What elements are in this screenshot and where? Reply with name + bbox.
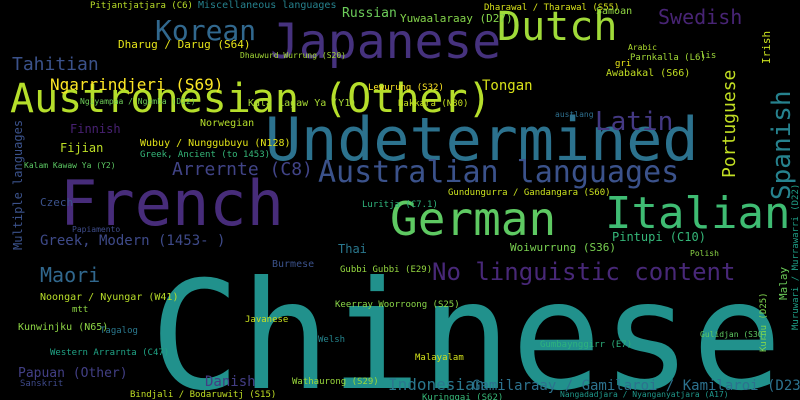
word: Italian: [605, 188, 790, 239]
word: Chinese: [150, 250, 782, 400]
word: German: [390, 192, 556, 246]
word: Ngarrindjeri (S69): [50, 75, 223, 94]
word: Yuwaalaraay (D27): [400, 12, 513, 25]
word: Spanish: [767, 90, 797, 200]
word: Russian: [342, 6, 397, 21]
word: Dharawal / Tharawal (S55): [484, 3, 619, 13]
word: Wathaurong (S29): [292, 377, 379, 387]
word: Dharug / Darug (S64): [118, 38, 250, 51]
word: Undetermined: [265, 105, 698, 175]
word: Lewurung (S32): [368, 83, 444, 93]
word: Kalam Kawaw Ya (Y2): [24, 161, 116, 170]
word: Keerray Woorroong (S25): [335, 300, 460, 310]
word: Wubuy / Nunggubuyu (N128): [140, 138, 291, 149]
word: Pitjantjatjara (C6): [90, 1, 193, 11]
word: Multiple languages: [11, 120, 25, 250]
word: Burmese: [272, 259, 314, 270]
word: Portuguese: [719, 70, 740, 178]
word: Arabic: [628, 43, 657, 52]
word: Bindjali / Bodaruwitj (S15): [130, 390, 276, 400]
word: Kunwinjku (N65): [18, 322, 108, 333]
word: Muruwari / Murrawarri (D22): [791, 184, 800, 330]
word: Greek, Modern (1453- ): [40, 233, 225, 249]
word: Polish: [690, 249, 719, 258]
word: Swedish: [658, 5, 742, 29]
word: Malay: [777, 267, 790, 300]
word: Tagalog: [100, 326, 138, 336]
word: Tongan: [482, 78, 533, 94]
word: Kurnu (D25): [759, 292, 769, 352]
word: Sanskrit: [20, 379, 63, 389]
word: Greek, Ancient (to 1453): [140, 150, 270, 160]
word: Norwegian: [200, 118, 254, 129]
word: Gubbi Gubbi (E29): [340, 265, 432, 275]
word: Awabakal (S66): [606, 68, 690, 79]
word: Dhauwurd Wurrung (S20): [240, 51, 346, 60]
word: lis: [700, 51, 716, 61]
word: Arrernte (C8): [172, 159, 313, 180]
word: Noongar / Nyungar (W41): [40, 292, 178, 303]
word: Luritja (C7.1): [362, 200, 438, 210]
word: Woiwurrung (S36): [510, 241, 616, 254]
word: Papiamento: [72, 225, 120, 234]
word: Finnish: [70, 122, 121, 136]
word: Gamilaraay / Gamilaroi / Kamilaroi (D23): [472, 378, 800, 394]
word: Irish: [760, 31, 773, 64]
word: Thai: [338, 242, 367, 256]
word: Latin: [595, 107, 673, 137]
word: Maori: [40, 263, 100, 287]
word: Pintupi (C10): [612, 230, 706, 244]
word: Tahitian: [12, 54, 99, 75]
word: Samoan: [596, 6, 632, 17]
word: Fijian: [60, 141, 103, 155]
word: Gulidjan (S30): [700, 330, 767, 339]
word: Ngiyampaa / Ngemba (D22): [80, 97, 196, 106]
word: No linguistic content: [432, 258, 735, 286]
word: Gumbaynggirr (E7): [540, 340, 632, 350]
word: Czech: [40, 196, 73, 209]
word: Indonesian: [388, 375, 484, 394]
word: Dutch: [497, 4, 617, 50]
word: Austronesian (Other): [10, 76, 492, 122]
word: mtt: [72, 305, 88, 315]
word: Miscellaneous languages: [198, 0, 336, 11]
word: Japanese: [270, 14, 501, 70]
word: Gundungurra / Gandangara (S60): [448, 188, 611, 198]
word: Parnkalla (L6): [630, 53, 706, 63]
word: Welsh: [318, 335, 345, 345]
word: Javanese: [245, 315, 288, 325]
word: austlang: [555, 110, 594, 119]
word: Nangadadjara / Nyanganyatjara (A17): [560, 390, 729, 399]
word: Kuringgai (S62): [422, 393, 503, 400]
word: Kala Lagaw Ya (Y1): [248, 98, 356, 109]
word: Korean: [155, 14, 256, 47]
word: Danish: [205, 374, 256, 390]
word: French: [60, 167, 284, 240]
word: Western Arrarnta (C47): [50, 348, 169, 358]
word: Australian languages: [318, 155, 679, 190]
word: Papuan (Other): [18, 366, 128, 381]
word: Nakkara (N80): [398, 99, 468, 109]
word: Malayalam: [415, 353, 464, 363]
word: gri: [615, 59, 631, 69]
